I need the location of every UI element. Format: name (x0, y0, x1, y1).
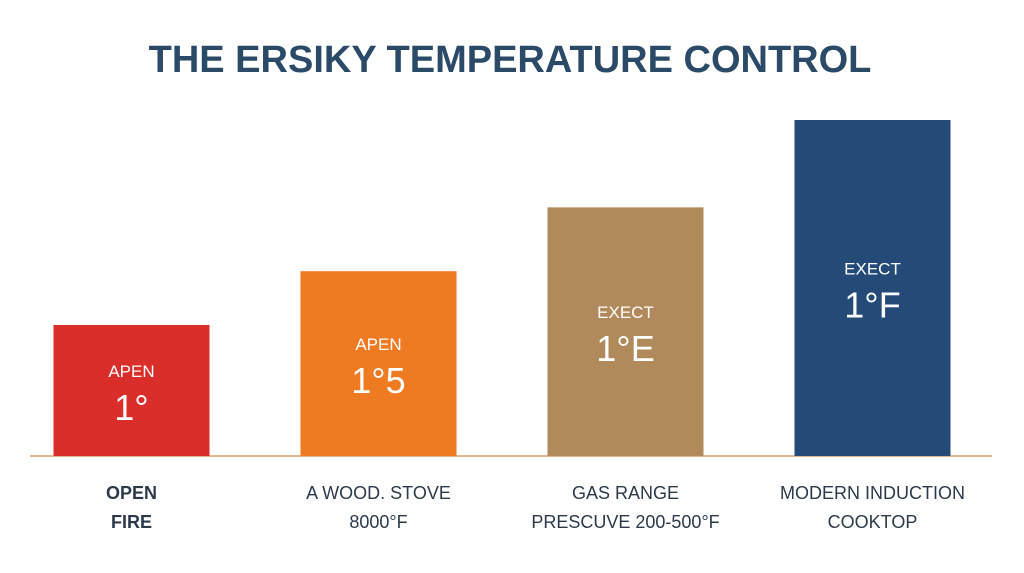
chart-title: THE ERSIKY TEMPERATURE CONTROL (149, 39, 872, 81)
bar (53, 324, 210, 456)
bar-label: EXECT (597, 303, 654, 322)
bar (547, 207, 704, 456)
x-tick-label: COOKTOP (828, 512, 918, 532)
bar-label: 1°F (844, 285, 900, 326)
bar-label: APEN (108, 362, 154, 381)
bar-label: APEN (355, 335, 401, 354)
x-tick-label: A WOOD. STOVE (306, 483, 451, 503)
bar-label: 1° (114, 387, 148, 428)
x-tick-label: OPEN (106, 483, 157, 503)
x-tick-label: GAS RANGE (572, 483, 679, 503)
bar (794, 120, 951, 456)
bar (300, 271, 457, 456)
bar-label: 1°5 (351, 360, 405, 401)
bar-label: EXECT (844, 259, 901, 278)
bar-label: 1°E (596, 328, 654, 369)
x-tick-label: 8000°F (349, 512, 407, 532)
x-tick-label: MODERN INDUCTION (780, 483, 965, 503)
x-tick-label: PRESCUVE 200-500°F (531, 512, 719, 532)
x-tick-label: FIRE (111, 512, 152, 532)
